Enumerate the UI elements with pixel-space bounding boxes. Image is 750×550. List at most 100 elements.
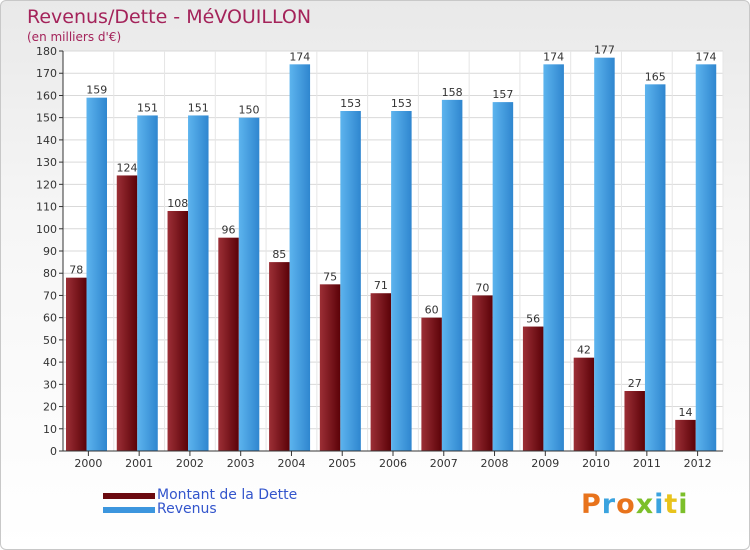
logo-letter-1: r	[601, 489, 617, 520]
x-tick-label-2011: 2011	[633, 457, 661, 470]
logo-letter-3: x	[635, 489, 655, 520]
y-tick-label: 50	[43, 334, 57, 347]
data-label-revenus-2009: 174	[543, 50, 564, 63]
y-tick-label: 100	[36, 223, 57, 236]
y-tick-label: 140	[36, 134, 57, 147]
logo-letter-5: t	[664, 489, 679, 520]
bar-revenus-2009	[543, 64, 564, 452]
logo-letter-6: i	[678, 489, 689, 520]
y-tick-label: 0	[50, 445, 57, 458]
bar-dette-2012	[675, 419, 696, 451]
data-label-dette-2008: 70	[475, 281, 489, 294]
logo-letter-2: o	[616, 489, 636, 520]
y-tick-label: 120	[36, 178, 57, 191]
y-tick-label: 40	[43, 356, 57, 369]
bar-revenus-2007	[441, 99, 463, 451]
data-label-revenus-2012: 174	[695, 50, 716, 63]
data-label-dette-2007: 60	[425, 304, 439, 317]
data-label-revenus-2011: 165	[645, 70, 666, 83]
legend-label-dette: Montant de la Dette	[157, 487, 298, 503]
bar-dette-2005	[319, 284, 341, 451]
data-label-revenus-2008: 157	[492, 88, 513, 101]
x-tick-label-2001: 2001	[125, 457, 153, 470]
y-tick-label: 60	[43, 312, 57, 325]
y-tick-label: 130	[36, 156, 57, 169]
legend-label-revenus: Revenus	[157, 501, 217, 517]
bar-dette-2006	[370, 293, 392, 451]
data-label-dette-2002: 108	[167, 197, 188, 210]
y-tick-label: 170	[36, 67, 57, 80]
data-label-revenus-2006: 153	[391, 97, 412, 110]
bar-revenus-2002	[188, 115, 209, 451]
data-label-dette-2004: 85	[272, 248, 286, 261]
bar-revenus-2005	[340, 111, 361, 451]
bar-revenus-2012	[695, 64, 717, 452]
data-label-revenus-2007: 158	[442, 86, 463, 99]
x-tick-label-2008: 2008	[481, 457, 509, 470]
data-label-dette-2005: 75	[323, 270, 337, 283]
x-tick-label-2006: 2006	[379, 457, 407, 470]
bar-revenus-2001	[137, 115, 158, 451]
bar-revenus-2011	[644, 84, 666, 451]
data-label-dette-2011: 27	[628, 377, 642, 390]
x-tick-label-2002: 2002	[176, 457, 204, 470]
chart-subtitle: (en milliers d'€)	[27, 30, 122, 44]
bar-dette-2003	[218, 237, 239, 451]
bar-dette-2011	[624, 391, 645, 451]
legend-swatch-dette	[103, 493, 155, 499]
data-label-dette-2012: 14	[678, 406, 692, 419]
bar-dette-2008	[472, 295, 493, 451]
bar-dette-2009	[522, 326, 544, 451]
x-tick-label-2007: 2007	[430, 457, 458, 470]
bar-revenus-2010	[594, 57, 615, 452]
bar-dette-2004	[269, 262, 290, 451]
bar-dette-2000	[66, 277, 87, 451]
bar-revenus-2008	[492, 102, 514, 451]
data-label-revenus-2001: 151	[137, 101, 158, 114]
x-tick-label-2004: 2004	[277, 457, 305, 470]
y-tick-label: 150	[36, 112, 57, 125]
y-tick-label: 80	[43, 267, 57, 280]
data-label-dette-2006: 71	[374, 279, 388, 292]
chart-title: Revenus/Dette - MéVOUILLON	[27, 6, 312, 28]
x-tick-label-2009: 2009	[531, 457, 559, 470]
data-label-dette-2010: 42	[577, 344, 591, 357]
x-tick-label-2003: 2003	[227, 457, 255, 470]
x-tick-label-2000: 2000	[74, 457, 102, 470]
bar-dette-2002	[167, 211, 189, 451]
y-tick-label: 90	[43, 245, 57, 258]
data-label-dette-2000: 78	[69, 264, 83, 277]
y-tick-label: 110	[36, 201, 57, 214]
data-label-dette-2001: 124	[117, 161, 138, 174]
y-tick-label: 30	[43, 378, 57, 391]
bar-dette-2001	[116, 175, 138, 451]
x-tick-label-2010: 2010	[582, 457, 610, 470]
data-label-dette-2003: 96	[222, 224, 236, 237]
bar-dette-2010	[573, 357, 595, 451]
data-label-revenus-2000: 159	[86, 84, 107, 97]
data-label-revenus-2003: 150	[239, 104, 260, 117]
logo-letter-0: P	[581, 489, 602, 520]
y-tick-label: 70	[43, 289, 57, 302]
x-tick-label-2012: 2012	[684, 457, 712, 470]
y-tick-label: 10	[43, 423, 57, 436]
y-tick-label: 160	[36, 89, 57, 102]
data-label-revenus-2010: 177	[594, 44, 615, 57]
data-label-revenus-2004: 174	[289, 50, 310, 63]
bar-revenus-2000	[86, 97, 107, 452]
bar-dette-2007	[421, 317, 442, 451]
legend-swatch-revenus	[103, 507, 155, 513]
bar-revenus-2006	[391, 111, 412, 451]
x-tick-label-2005: 2005	[328, 457, 356, 470]
data-label-dette-2009: 56	[526, 313, 540, 326]
bar-revenus-2004	[289, 64, 311, 452]
y-tick-label: 20	[43, 401, 57, 414]
y-tick-label: 180	[36, 45, 57, 58]
proxiti-logo: Proxiti	[581, 489, 689, 520]
bar-revenus-2003	[238, 117, 260, 452]
data-label-revenus-2005: 153	[340, 97, 361, 110]
logo-letter-4: i	[654, 489, 665, 520]
data-label-revenus-2002: 151	[188, 101, 209, 114]
